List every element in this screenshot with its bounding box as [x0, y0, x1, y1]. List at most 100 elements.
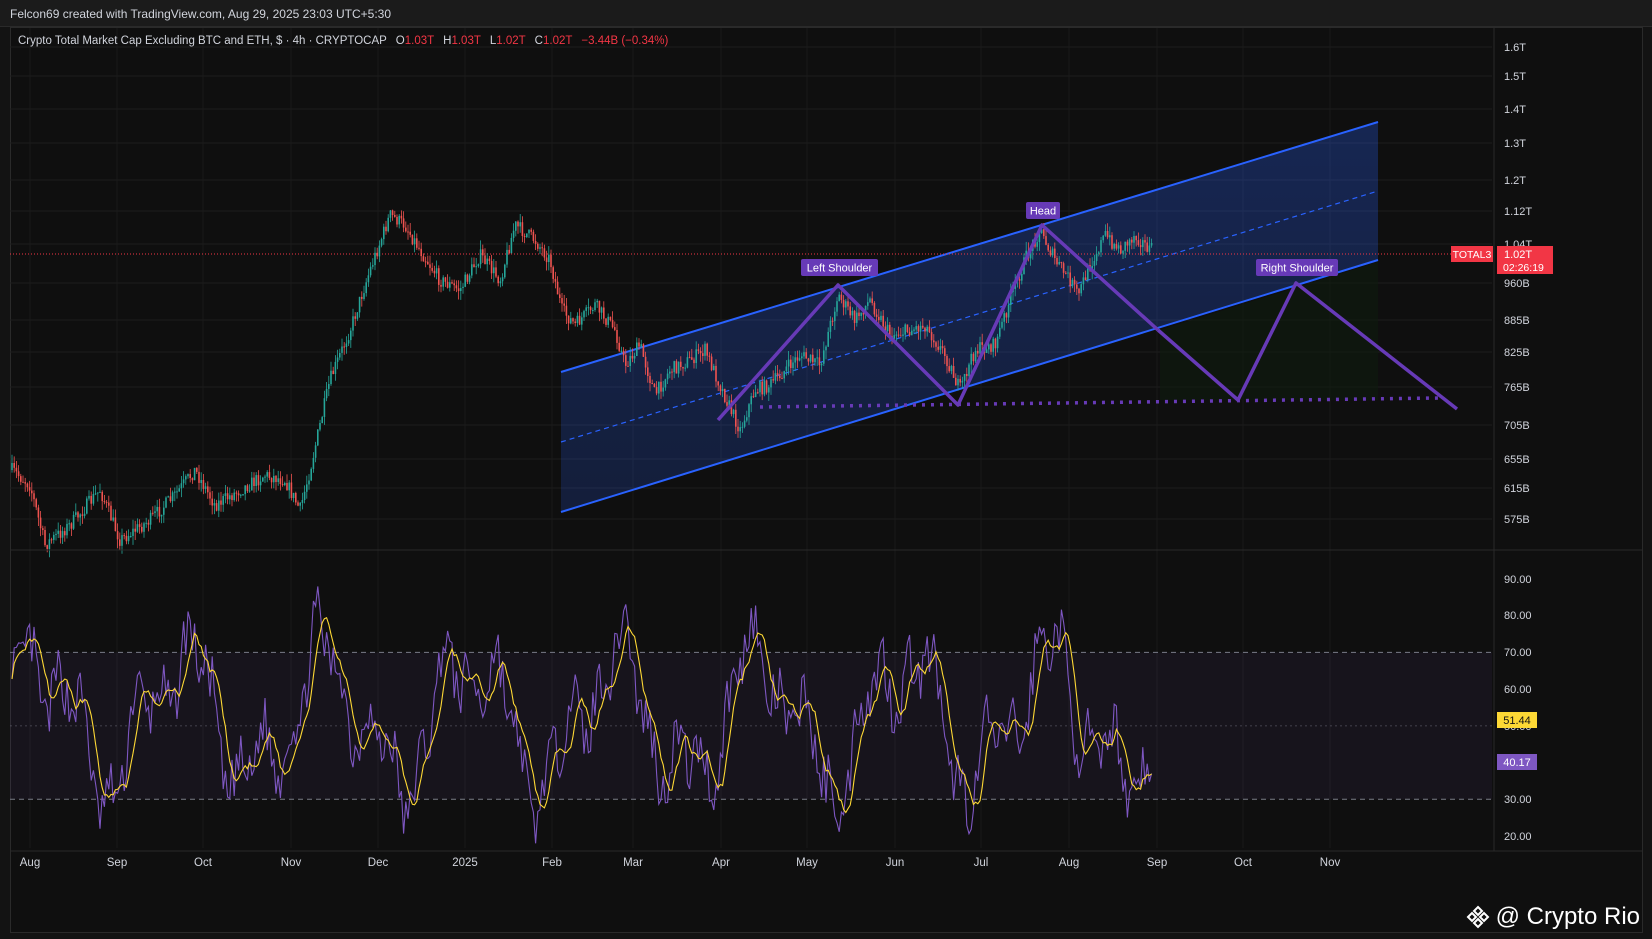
candle-body — [255, 475, 257, 486]
high-label: H — [443, 35, 452, 47]
candle-body — [1120, 245, 1122, 254]
candle-body — [900, 335, 902, 337]
candle-body — [24, 482, 26, 484]
candle-body — [499, 281, 502, 284]
rsi-value: 40.17 — [1503, 757, 1531, 769]
candle-body — [479, 249, 482, 265]
watermark: @ Crypto Rio — [1466, 903, 1640, 931]
price-tick-label: 765B — [1504, 382, 1530, 394]
candle-body — [75, 512, 77, 515]
binance-diamond-icon — [1466, 905, 1490, 929]
candle-body — [746, 417, 748, 421]
candle-body — [400, 215, 403, 219]
candle-body — [328, 384, 330, 389]
candle-body — [246, 485, 249, 492]
candle-body — [490, 261, 493, 274]
candle-body — [365, 282, 367, 294]
candle-body — [422, 256, 425, 262]
change-value: −3.44B (−0.34%) — [581, 35, 669, 47]
candle-body — [413, 238, 416, 245]
candle-body — [999, 327, 1001, 337]
candle-body — [1073, 279, 1076, 285]
candle-body — [1084, 277, 1087, 281]
candle-body — [149, 512, 152, 525]
candle-body — [493, 267, 495, 274]
candle-body — [840, 294, 843, 300]
candle-body — [1126, 241, 1129, 246]
candle-body — [853, 310, 856, 323]
rsi-line — [11, 586, 1153, 844]
candle-body — [625, 355, 627, 366]
candle-body — [174, 491, 176, 493]
rsi-tick-label: 30.00 — [1504, 794, 1532, 806]
candle-body — [794, 357, 796, 363]
candle-body — [867, 302, 869, 306]
current-price-tag-bg — [1497, 246, 1553, 274]
candle-body — [1067, 272, 1069, 274]
candle-body — [363, 293, 365, 299]
candle-body — [1054, 248, 1056, 258]
candle-body — [81, 514, 84, 516]
rsi-ma-value: 51.44 — [1503, 715, 1531, 727]
candle-body — [1139, 245, 1142, 248]
candle-body — [644, 356, 647, 368]
candle-body — [1131, 239, 1133, 243]
symbol-legend[interactable]: Crypto Total Market Cap Excluding BTC an… — [18, 35, 668, 47]
candle-body — [1071, 279, 1074, 287]
time-tick-label: Apr — [712, 857, 730, 869]
candle-body — [649, 376, 651, 383]
candle-body — [336, 357, 339, 362]
candle-body — [948, 366, 950, 372]
candle-body — [539, 247, 541, 249]
left-shoulder-label: Left Shoulder — [807, 263, 873, 275]
candle-body — [94, 493, 97, 495]
candle-body — [842, 299, 845, 308]
rsi-ma-tag-bg — [1497, 712, 1537, 728]
candle-body — [915, 326, 917, 330]
candle-body — [1060, 262, 1063, 264]
candle-body — [636, 342, 638, 356]
time-tick-label: Dec — [368, 857, 389, 869]
candle-body — [169, 496, 172, 502]
candle-body — [105, 501, 108, 503]
candle-body — [497, 276, 499, 284]
candle-body — [721, 388, 724, 392]
time-tick-label: Aug — [20, 857, 40, 869]
open-value: 1.03T — [404, 35, 434, 47]
candle-body — [878, 316, 880, 321]
candle-body — [229, 495, 231, 500]
candle-body — [1150, 243, 1153, 246]
candle-body — [732, 409, 735, 415]
candle-body — [66, 523, 68, 536]
time-tick-label: Feb — [542, 857, 562, 869]
candle-body — [563, 303, 565, 306]
candle-body — [97, 492, 99, 494]
candle-body — [616, 330, 618, 343]
candle-body — [950, 366, 953, 372]
candle-body — [242, 494, 244, 496]
candle-body — [457, 288, 460, 292]
price-tick-label: 1.4T — [1504, 104, 1526, 116]
candle-body — [83, 513, 86, 516]
open-label: O — [395, 35, 405, 47]
candle-body — [917, 326, 920, 332]
top-bar: Felcon69 created with TradingView.com, A… — [0, 0, 1652, 27]
candle-body — [598, 300, 601, 313]
candle-body — [325, 388, 328, 399]
candle-body — [1007, 305, 1010, 318]
candle-body — [913, 329, 915, 331]
price-tick-label: 1.6T — [1504, 42, 1526, 54]
candle-body — [310, 468, 312, 481]
candle-body — [376, 252, 378, 257]
candle-body — [420, 248, 422, 257]
candle-body — [1144, 240, 1146, 243]
candle-body — [248, 490, 251, 492]
candle-body — [15, 467, 18, 472]
candle-body — [589, 307, 592, 311]
candle-body — [77, 512, 79, 518]
candle-body — [235, 492, 238, 494]
candle-body — [1142, 240, 1144, 248]
candle-body — [39, 517, 42, 529]
candle-body — [977, 350, 979, 354]
